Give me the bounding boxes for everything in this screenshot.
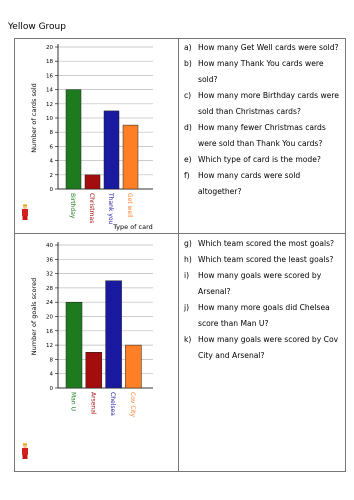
y-tick-label: 4 <box>50 372 54 378</box>
question-text: How many more Birthday cards were sold t… <box>198 91 339 116</box>
question-label: h) <box>184 255 192 264</box>
question: f) How many cards were sold altogether? <box>184 168 342 200</box>
y-tick-label: 10 <box>46 116 53 122</box>
x-tick-label: Thank you <box>107 192 114 225</box>
y-tick-label: 12 <box>46 102 53 108</box>
question-list: g) Which team scored the most goals? h) Whi… <box>184 236 342 364</box>
question-label: e) <box>184 155 192 164</box>
y-tick-label: 4 <box>50 159 54 165</box>
table-frame <box>14 38 346 472</box>
question-list: a) How many Get Well cards were sold? b) Ho… <box>184 40 342 200</box>
figure-icon <box>22 443 28 459</box>
x-tick-label: Get well <box>126 193 133 218</box>
question: b) How many Thank You cards were sold? <box>184 56 342 88</box>
question-text: How many goals were scored by Cov City a… <box>198 335 339 360</box>
question: h) Which team scored the least goals? <box>184 252 342 268</box>
row-divider <box>14 233 346 234</box>
y-tick-label: 14 <box>46 88 53 94</box>
question-label: i) <box>184 271 190 280</box>
question-text: How many more goals did Chelsea score th… <box>198 303 330 328</box>
icon-body <box>22 209 28 216</box>
question-label: d) <box>184 123 192 132</box>
question: j) How many more goals did Chelsea score … <box>184 300 342 332</box>
icon-legs <box>22 216 28 220</box>
y-tick-label: 20 <box>46 45 53 51</box>
x-tick-label: Birthday <box>69 193 76 219</box>
y-tick-label: 16 <box>46 73 53 79</box>
y-tick-label: 0 <box>50 187 54 193</box>
question-text: How many fewer Christmas cards were sold… <box>198 123 326 148</box>
y-tick-label: 8 <box>50 357 54 363</box>
question-text: How many cards were sold altogether? <box>198 171 301 196</box>
question-text: Which type of card is the mode? <box>198 155 321 164</box>
question: a) How many Get Well cards were sold? <box>184 40 342 56</box>
question-label: j) <box>184 303 190 312</box>
bar <box>65 89 82 190</box>
y-tick-label: 2 <box>50 173 54 179</box>
y-tick-label: 18 <box>46 59 53 65</box>
y-tick-label: 36 <box>46 257 53 263</box>
bar <box>65 301 83 389</box>
y-axis-label: Number of cards sold <box>30 83 38 153</box>
question-text: Which team scored the most goals? <box>198 239 335 248</box>
question-label: g) <box>184 239 192 248</box>
x-tick-label: Cov City <box>129 392 136 418</box>
question: g) Which team scored the most goals? <box>184 236 342 252</box>
question-text: How many Thank You cards were sold? <box>198 59 324 84</box>
icon-hair <box>23 204 27 206</box>
question-text: Which team scored the least goals? <box>198 255 334 264</box>
bar <box>103 110 120 190</box>
y-tick-label: 20 <box>46 315 53 321</box>
x-axis-label: Type of card <box>112 223 153 231</box>
y-axis-label: Number of goals scored <box>30 278 38 355</box>
icon-hair <box>23 443 27 445</box>
x-tick-label: Arsenal <box>89 392 96 415</box>
figure-icon <box>22 204 28 220</box>
question-label: f) <box>184 171 190 180</box>
y-tick-label: 24 <box>46 300 53 306</box>
question-label: b) <box>184 59 192 68</box>
x-tick-label: Christmas <box>88 193 95 223</box>
y-tick-label: 32 <box>46 272 53 278</box>
bar <box>105 280 122 389</box>
question: d) How many fewer Christmas cards were so… <box>184 120 342 152</box>
question-label: a) <box>184 43 192 52</box>
y-tick-label: 8 <box>50 130 54 136</box>
bar <box>84 174 101 190</box>
question-text: How many goals were scored by Arsenal? <box>198 271 322 296</box>
x-tick-label: Man U <box>70 392 77 411</box>
y-tick-label: 0 <box>50 386 54 392</box>
question: i) How many goals were scored by Arsenal? <box>184 268 342 300</box>
question: e) Which type of card is the mode? <box>184 152 342 168</box>
chart: 0 4 8 12 16 20 24 28 32 36 40 Number of goals score… <box>22 242 153 459</box>
bar <box>122 124 139 190</box>
question-label: k) <box>184 335 192 344</box>
column-divider <box>178 38 179 472</box>
question-text: How many Get Well cards were sold? <box>198 43 339 52</box>
question: k) How many goals were scored by Cov City… <box>184 332 342 364</box>
chart: 0 2 4 6 8 10 12 14 16 18 20 Number of cards sold Typ… <box>22 44 153 231</box>
bar <box>85 352 103 389</box>
y-tick-label: 12 <box>46 343 53 349</box>
y-tick-label: 16 <box>46 329 53 335</box>
worksheet-title: Yellow Group <box>8 22 66 32</box>
icon-body <box>22 448 28 455</box>
y-tick-label: 6 <box>50 144 54 150</box>
y-tick-label: 28 <box>46 286 53 292</box>
icon-legs <box>22 455 28 459</box>
question-label: c) <box>184 91 192 100</box>
question: c) How many more Birthday cards were sold… <box>184 88 342 120</box>
bar <box>125 344 142 389</box>
y-tick-label: 40 <box>46 243 53 249</box>
x-tick-label: Chelsea <box>109 392 116 416</box>
